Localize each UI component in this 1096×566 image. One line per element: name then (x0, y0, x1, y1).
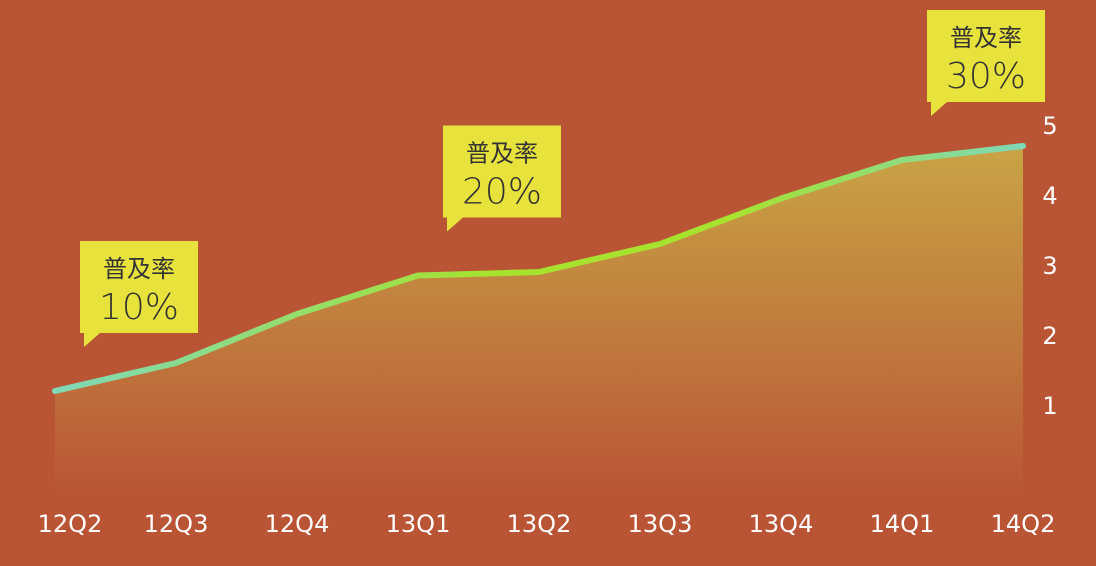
callout-12Q2: 普及率 10% (80, 241, 198, 347)
callout-14Q1: 普及率 30% (927, 10, 1045, 116)
y-tick-label: 2 (1042, 322, 1057, 350)
x-tick-label: 13Q3 (628, 510, 693, 538)
y-tick-label: 5 (1042, 112, 1057, 140)
callout-value: 30% (946, 56, 1026, 97)
callout-value: 10% (99, 287, 179, 328)
callout-box (80, 241, 198, 347)
x-tick-label: 13Q2 (507, 510, 572, 538)
x-tick-label: 14Q2 (991, 510, 1056, 538)
x-tick-label: 12Q4 (265, 510, 330, 538)
callout-label: 普及率 (950, 24, 1022, 52)
x-tick-label: 12Q2 (38, 510, 103, 538)
callout-13Q1: 普及率 20% (443, 125, 561, 232)
y-tick-label: 1 (1042, 392, 1057, 420)
x-tick-label: 14Q1 (870, 510, 935, 538)
callout-label: 普及率 (466, 140, 538, 168)
y-tick-label: 4 (1042, 182, 1057, 210)
series-line (52, 143, 1026, 394)
callout-box (443, 125, 561, 232)
x-tick-label: 12Q3 (144, 510, 209, 538)
y-tick-label: 3 (1042, 252, 1057, 280)
x-tick-label: 13Q4 (749, 510, 814, 538)
x-tick-label: 13Q1 (386, 510, 451, 538)
callout-value: 20% (462, 172, 542, 213)
callout-box (927, 10, 1045, 116)
callout-label: 普及率 (103, 255, 175, 283)
